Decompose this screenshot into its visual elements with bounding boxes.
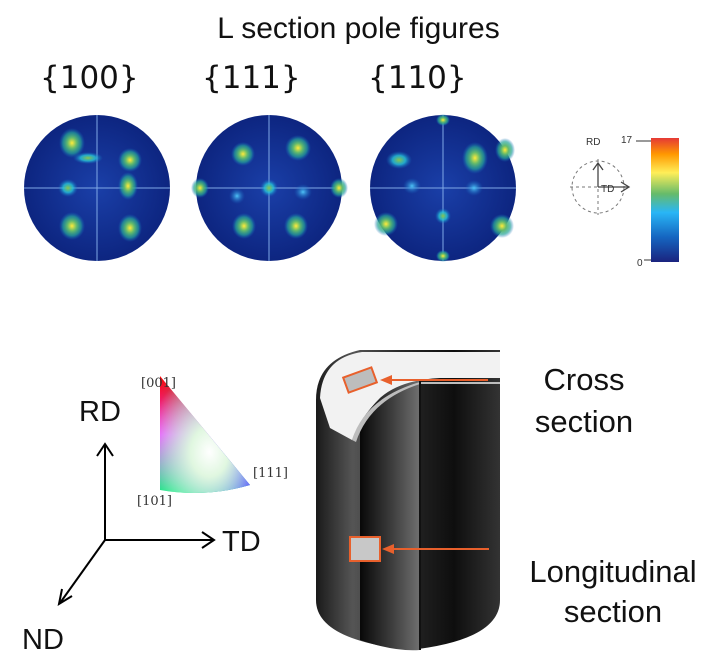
axis-td-label: TD — [222, 526, 261, 558]
pole-figure-label-111: {111} — [202, 60, 301, 96]
colorbar — [651, 138, 679, 262]
triangle-corner-111: [111] — [253, 466, 288, 481]
ipf-color-triangle — [160, 376, 250, 494]
longitudinal-section-label-line2: section — [563, 594, 663, 629]
tube-sample — [316, 350, 500, 651]
pole-figure-label-110: {110} — [368, 60, 467, 96]
pole-figure-100 — [24, 115, 170, 261]
axis-rd-label: RD — [79, 396, 121, 428]
sample-axes — [57, 442, 216, 607]
cross-section-label-line2: section — [534, 404, 634, 439]
cross-section-label-line1: Cross — [543, 362, 625, 397]
triangle-corner-001: [001] — [141, 376, 176, 391]
triangle-corner-101: [101] — [137, 494, 172, 509]
diagram-title: L section pole figures — [217, 12, 500, 45]
pole-figure-111 — [191, 115, 348, 261]
orientation-key — [570, 159, 631, 215]
key-td-label: TD — [601, 184, 615, 195]
pole-figure-110 — [370, 114, 516, 262]
axis-nd-label: ND — [22, 624, 64, 656]
colorbar-max-label: 17 — [621, 135, 633, 146]
key-rd-label: RD — [586, 137, 601, 148]
callout-arrows — [380, 375, 489, 554]
longitudinal-section-label-line1: Longitudinal — [529, 554, 697, 589]
pole-figures-graphic — [24, 114, 679, 262]
lower-graphic — [57, 350, 500, 651]
pole-figure-label-100: {100} — [40, 60, 139, 96]
colorbar-min-label: 0 — [637, 258, 643, 269]
